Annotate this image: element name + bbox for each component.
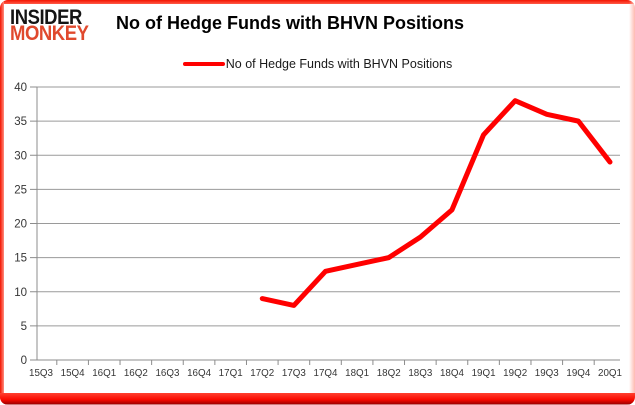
legend-line-swatch: [182, 62, 225, 66]
y-tick-label: 40: [14, 82, 27, 94]
x-tick-label: 18Q2: [377, 368, 401, 379]
y-tick-label: 25: [14, 184, 27, 196]
x-tick-label: 17Q1: [219, 368, 243, 379]
insider-monkey-logo: INSIDER MONKEY: [10, 6, 89, 45]
y-tick-label: 0: [21, 355, 27, 367]
x-tick-label: 19Q1: [472, 368, 496, 379]
x-tick-label: 19Q2: [503, 368, 527, 379]
frame-border-right: [629, 0, 635, 405]
x-tick-label: 17Q2: [250, 368, 274, 379]
y-tick-label: 20: [14, 219, 27, 231]
x-tick-label: 19Q3: [535, 368, 560, 379]
x-tick-label: 17Q3: [282, 368, 307, 379]
y-tick-label: 10: [14, 287, 27, 299]
frame-border-top: [0, 0, 635, 4]
x-tick-label: 15Q3: [29, 368, 54, 379]
x-tick-label: 15Q4: [61, 368, 86, 379]
x-tick-label: 18Q1: [345, 368, 369, 379]
x-tick-label: 16Q4: [187, 368, 212, 379]
logo-line-insider: INSIDER: [10, 6, 82, 29]
y-tick-label: 5: [21, 321, 27, 333]
y-tick-label: 35: [14, 116, 27, 128]
y-tick-label: 15: [14, 253, 27, 265]
x-tick-label: 18Q4: [440, 368, 465, 379]
x-tick-label: 16Q2: [124, 368, 148, 379]
x-tick-label: 18Q3: [408, 368, 433, 379]
frame-border-bottom: [0, 393, 635, 405]
x-tick-label: 16Q3: [155, 368, 180, 379]
legend-label: No of Hedge Funds with BHVN Positions: [225, 57, 453, 71]
x-tick-label: 20Q1: [598, 368, 622, 379]
y-tick-label: 30: [14, 150, 27, 162]
chart-legend: No of Hedge Funds with BHVN Positions: [0, 56, 635, 72]
x-tick-label: 17Q4: [314, 368, 339, 379]
series-line: [259, 98, 613, 308]
chart-title: No of Hedge Funds with BHVN Positions: [116, 13, 464, 33]
logo-line-monkey: MONKEY: [10, 22, 89, 45]
frame-border-left: [0, 0, 4, 405]
x-tick-label: 19Q4: [566, 368, 591, 379]
x-tick-label: 16Q1: [92, 368, 116, 379]
